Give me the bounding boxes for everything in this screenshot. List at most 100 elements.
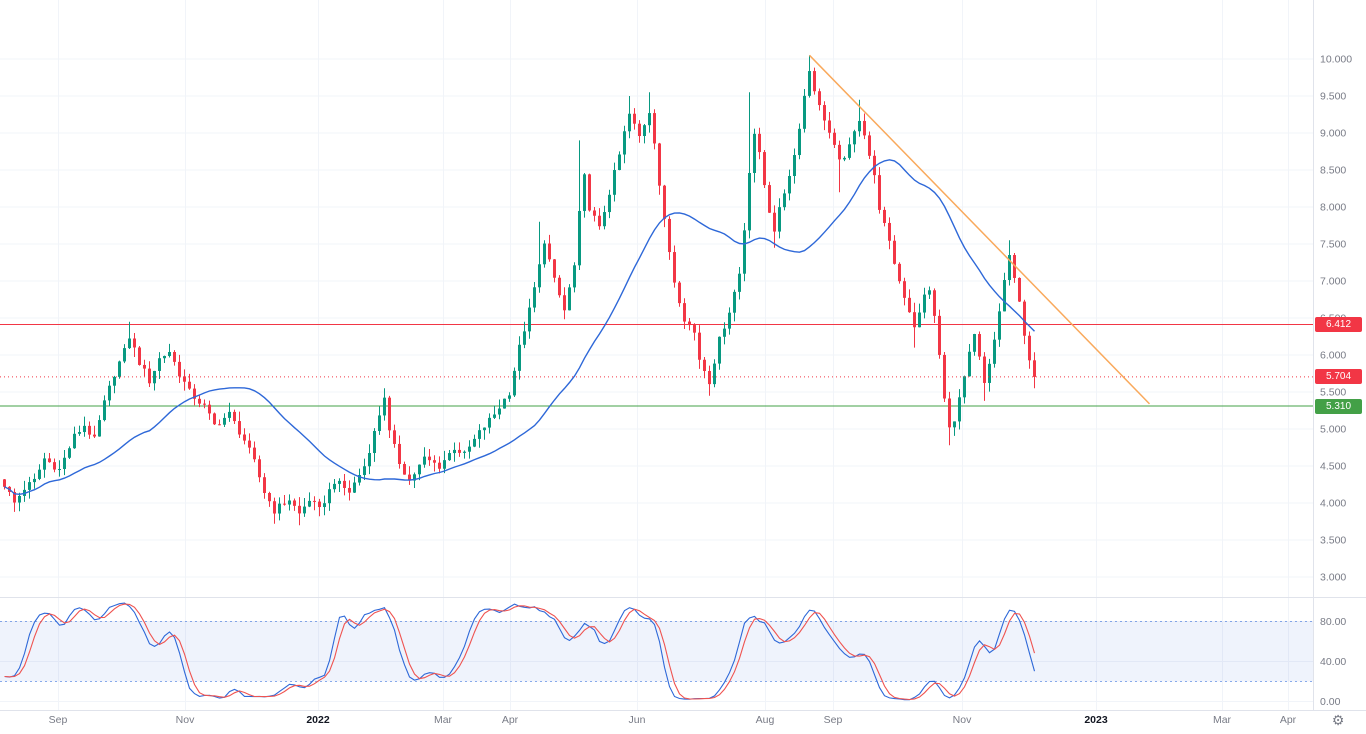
candle-body	[378, 415, 381, 432]
candle-body	[788, 175, 791, 194]
candle-body	[838, 144, 841, 160]
candle-body	[653, 113, 656, 144]
candle-body	[883, 209, 886, 223]
candle-body	[158, 358, 161, 371]
candle-body	[203, 403, 206, 405]
candle-body	[683, 303, 686, 322]
candle-body	[283, 503, 286, 505]
candle-body	[673, 252, 676, 283]
candle-body	[218, 424, 221, 426]
candle-body	[628, 113, 631, 132]
axis-tick-label: 8.000	[1320, 202, 1346, 214]
candle-body	[608, 194, 611, 213]
axis-tick-label: 4.000	[1320, 498, 1346, 510]
candle-body	[563, 295, 566, 311]
gear-icon[interactable]: ⚙	[1331, 713, 1345, 729]
candle-body	[98, 420, 101, 437]
candle-body	[708, 371, 711, 385]
candle-body	[793, 155, 796, 176]
candle-body	[798, 128, 801, 156]
candle-body	[468, 446, 471, 452]
axis-tick-label: Sep	[49, 714, 68, 726]
candle-body	[263, 477, 266, 494]
candle-body	[668, 218, 671, 253]
candle-body	[363, 466, 366, 476]
axis-tick-label: 80.00	[1320, 616, 1346, 628]
candle-body	[453, 449, 456, 454]
candle-body	[853, 131, 856, 145]
candle-body	[598, 215, 601, 227]
candle-body	[818, 91, 821, 106]
candle-body	[268, 493, 271, 502]
candle-body	[198, 398, 201, 404]
oscillator-pane[interactable]	[0, 597, 1313, 710]
candle-body	[223, 417, 226, 425]
candle-body	[858, 120, 861, 132]
axis-tick-label: 40.00	[1320, 656, 1346, 668]
candle-body	[398, 443, 401, 465]
grid-lines	[0, 0, 1313, 710]
price-axis[interactable]	[1313, 0, 1366, 710]
candle-body	[983, 356, 986, 383]
candle-body	[618, 154, 621, 171]
candle-body	[988, 363, 991, 383]
candle-body	[248, 440, 251, 448]
candle-body	[723, 328, 726, 337]
candle-body	[383, 397, 386, 416]
candle-body	[758, 133, 761, 153]
candle-body	[828, 120, 831, 133]
candle-body	[433, 460, 436, 463]
candle-body	[343, 480, 346, 488]
candle-body	[878, 175, 881, 210]
candle-body	[688, 321, 691, 326]
candle-body	[208, 404, 211, 414]
candle-body	[318, 501, 321, 508]
candle-body	[143, 364, 146, 369]
candle-body	[928, 290, 931, 295]
time-axis[interactable]	[0, 710, 1366, 734]
main-pane[interactable]	[0, 0, 1313, 597]
level-badge-resistance: 6.412	[1315, 317, 1362, 332]
level-badge-support: 5.310	[1315, 398, 1362, 414]
candle-body	[18, 495, 21, 503]
candle-body	[228, 411, 231, 418]
candle-body	[938, 315, 941, 355]
candle-body	[963, 376, 966, 398]
oscillator-axis-labels: 80.00 40.00 0.00	[1320, 616, 1346, 708]
candle-body	[578, 210, 581, 266]
candle-body	[323, 503, 326, 508]
candle-body	[588, 174, 591, 211]
candle-body	[13, 491, 16, 503]
candle-body	[458, 449, 461, 453]
candle-body	[1033, 360, 1036, 377]
candle-body	[333, 483, 336, 490]
trendline[interactable]	[808, 54, 1151, 405]
candle-body	[478, 430, 481, 439]
candle-body	[173, 352, 176, 362]
candle-body	[368, 453, 371, 467]
axis-tick-label: Aug	[756, 714, 775, 726]
candle-body	[393, 430, 396, 444]
candle-body	[663, 185, 666, 219]
axis-tick-label: Nov	[953, 714, 972, 726]
candle-body	[1023, 301, 1026, 336]
candle-body	[968, 351, 971, 377]
candle-body	[183, 376, 186, 382]
candle-body	[643, 125, 646, 137]
axis-tick-label: Nov	[176, 714, 195, 726]
axis-tick-label: Mar	[1213, 714, 1232, 726]
axis-tick-label: 3.500	[1320, 535, 1346, 547]
candle-body	[533, 287, 536, 308]
candle-body	[138, 347, 141, 365]
candle-body	[473, 438, 476, 447]
candle-body	[128, 338, 131, 349]
candle-body	[833, 132, 836, 145]
candle-body	[3, 479, 6, 487]
candle-body	[418, 464, 421, 475]
candle-body	[803, 95, 806, 129]
candle-body	[593, 210, 596, 216]
candle-body	[873, 155, 876, 176]
candle-body	[108, 385, 111, 401]
candle-body	[728, 312, 731, 329]
